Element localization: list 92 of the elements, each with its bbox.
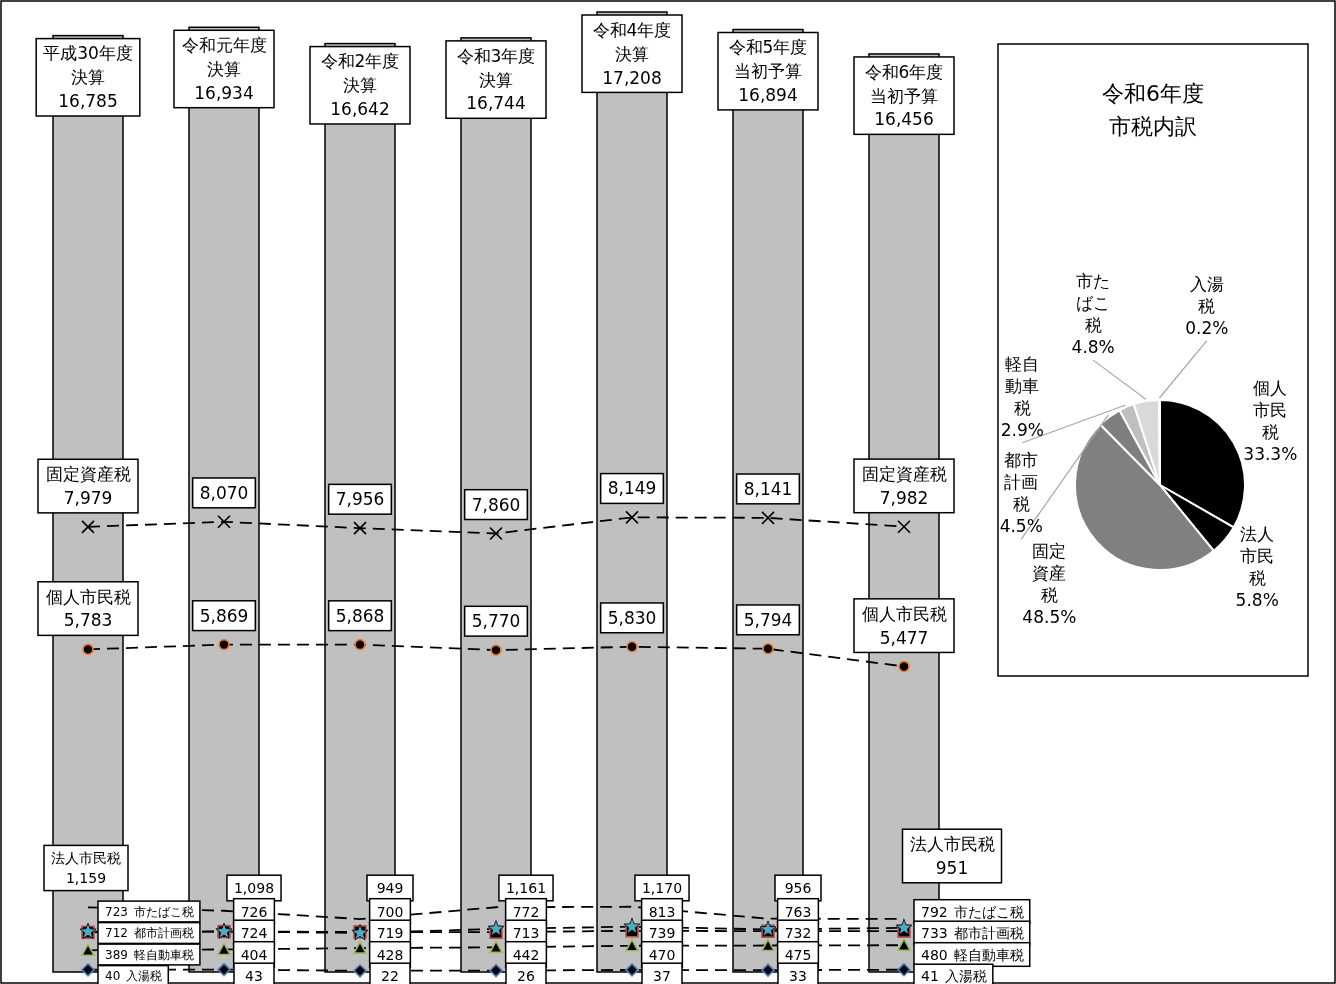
data-label: 0.2% bbox=[1185, 317, 1229, 338]
series-label: 市たばこ税 bbox=[133, 904, 194, 919]
data-label: 772 bbox=[512, 903, 540, 920]
data-label: 813 bbox=[648, 903, 676, 920]
data-label: 8,141 bbox=[743, 478, 793, 499]
data-label: 1,098 bbox=[233, 880, 275, 896]
slice-label: 固定資産税 bbox=[1032, 541, 1067, 606]
data-label: 5,830 bbox=[607, 607, 657, 628]
slice-label: 軽自動車税 bbox=[1005, 353, 1040, 418]
data-label: 713 bbox=[512, 925, 540, 941]
slice-label: 法人市民税 bbox=[1240, 524, 1275, 589]
text: 市たばこ税 bbox=[953, 903, 1024, 920]
data-label: 17,208 bbox=[602, 67, 662, 88]
data-label: 43 bbox=[245, 968, 263, 984]
data-label: 732 bbox=[784, 925, 812, 941]
data-label: 5,783 bbox=[63, 610, 113, 631]
data-label: 726 bbox=[240, 903, 268, 920]
chart-title: 令和6年度市税内訳 bbox=[1102, 80, 1204, 139]
slice-label: 都市計画税 bbox=[1004, 450, 1039, 515]
data-label: 33.3% bbox=[1243, 444, 1298, 465]
text: 法人市民税 bbox=[51, 850, 121, 867]
data-label: 712 bbox=[105, 926, 128, 940]
data-label: 2.9% bbox=[1000, 419, 1044, 440]
x-tick-label: 令和2年度決算 bbox=[320, 51, 400, 96]
data-label: 1,161 bbox=[505, 880, 547, 896]
x-tick-label: 令和6年度当初予算 bbox=[864, 61, 944, 106]
slice-label: 市たばこ税 bbox=[1076, 271, 1111, 336]
data-label: 1,159 bbox=[65, 869, 107, 886]
data-label: 5,477 bbox=[879, 627, 929, 648]
text: 都市計画税 bbox=[953, 925, 1024, 941]
data-label: 40 bbox=[105, 969, 121, 983]
data-label: 442 bbox=[512, 946, 540, 963]
slice-label: 入湯税 bbox=[1189, 273, 1224, 316]
data-label: 1,170 bbox=[641, 880, 683, 896]
x-tick-label: 令和3年度決算 bbox=[456, 45, 536, 90]
data-label: 16,642 bbox=[330, 99, 390, 120]
text: 法人市民税 bbox=[909, 834, 995, 855]
data-label: 719 bbox=[376, 925, 404, 941]
data-label: 7,956 bbox=[335, 489, 385, 510]
data-label: 475 bbox=[784, 946, 812, 963]
data-label: 22 bbox=[381, 968, 399, 984]
text: 軽自動車税 bbox=[953, 946, 1024, 963]
series-label: 入湯税 bbox=[126, 969, 163, 983]
data-label: 723 bbox=[105, 904, 128, 919]
data-label: 724 bbox=[240, 925, 268, 941]
data-label: 7,979 bbox=[63, 487, 113, 508]
data-label: 7,982 bbox=[879, 487, 929, 508]
data-label: 5,794 bbox=[743, 609, 793, 630]
data-label: 41 bbox=[921, 968, 939, 984]
x-tick-label: 令和元年度決算 bbox=[181, 35, 267, 79]
data-label: 792 bbox=[921, 903, 948, 920]
data-label: 16,894 bbox=[738, 85, 798, 106]
x-tick-label: 平成30年度決算 bbox=[43, 43, 133, 88]
data-label: 7,860 bbox=[471, 494, 521, 515]
data-label: 5.8% bbox=[1235, 590, 1279, 611]
text: 入湯税 bbox=[944, 968, 987, 984]
data-label: 8,149 bbox=[607, 478, 657, 499]
data-label: 37 bbox=[653, 968, 671, 984]
text: 個人市民税 bbox=[45, 586, 131, 607]
data-label: 739 bbox=[648, 925, 676, 941]
x-tick-label: 令和5年度当初予算 bbox=[728, 37, 808, 82]
data-label: 4.8% bbox=[1071, 337, 1115, 358]
data-label: 26 bbox=[517, 968, 535, 984]
series-label: 都市計画税 bbox=[133, 926, 194, 940]
x-tick-label: 令和4年度決算 bbox=[592, 19, 672, 64]
data-label: 700 bbox=[376, 903, 404, 920]
slice-label: 個人市民税 bbox=[1253, 378, 1288, 443]
data-label: 763 bbox=[784, 903, 812, 920]
data-label: 5,770 bbox=[471, 611, 521, 632]
data-label: 428 bbox=[376, 946, 404, 963]
data-label: 16,456 bbox=[874, 109, 934, 130]
data-label: 4.5% bbox=[999, 516, 1043, 537]
data-label: 389 bbox=[105, 947, 128, 962]
text: 固定資産税 bbox=[861, 464, 947, 484]
data-label: 16,785 bbox=[58, 91, 118, 112]
data-label: 16,934 bbox=[194, 82, 254, 103]
data-label: 5,868 bbox=[335, 605, 385, 626]
text: 固定資産税 bbox=[45, 464, 131, 485]
data-label: 949 bbox=[376, 880, 404, 896]
data-label: 404 bbox=[240, 946, 268, 963]
data-label: 16,744 bbox=[466, 93, 526, 114]
data-label: 733 bbox=[921, 925, 948, 941]
series-label: 軽自動車税 bbox=[133, 947, 194, 962]
data-label: 470 bbox=[648, 946, 676, 963]
data-label: 951 bbox=[935, 857, 969, 878]
text: 個人市民税 bbox=[861, 603, 947, 624]
data-label: 8,070 bbox=[199, 482, 249, 503]
data-label: 48.5% bbox=[1022, 607, 1077, 628]
data-label: 956 bbox=[784, 880, 812, 896]
data-label: 33 bbox=[789, 968, 807, 984]
data-label: 480 bbox=[921, 946, 948, 963]
data-label: 5,869 bbox=[199, 605, 249, 626]
